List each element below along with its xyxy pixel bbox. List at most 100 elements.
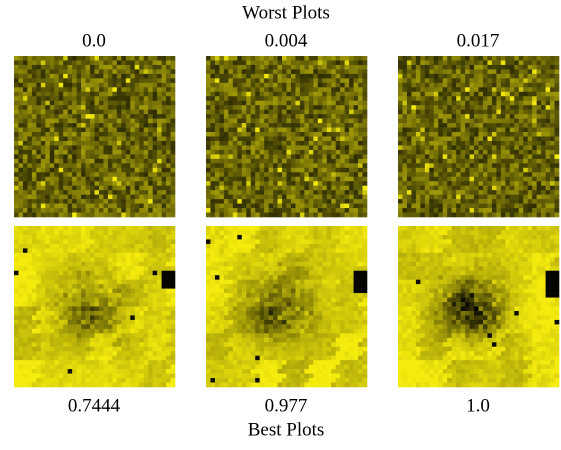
pixel	[58, 56, 64, 61]
pixel	[22, 145, 28, 151]
pixel	[36, 203, 42, 209]
pixel	[63, 109, 68, 115]
pixel	[532, 105, 537, 110]
pixel	[170, 190, 176, 195]
pixel	[277, 212, 283, 218]
pixel	[54, 199, 60, 204]
pixel	[349, 167, 354, 173]
pixel	[362, 194, 368, 200]
pixel	[223, 78, 229, 84]
pixel	[411, 149, 417, 155]
pixel	[474, 82, 479, 88]
pixel	[63, 190, 68, 195]
pixel	[469, 181, 475, 186]
pixel	[54, 261, 60, 267]
pixel	[456, 56, 461, 61]
pixel	[85, 315, 91, 321]
pixel	[268, 136, 274, 142]
pixel	[143, 230, 149, 236]
pixel	[505, 87, 511, 93]
pixel	[353, 154, 359, 160]
pixel	[76, 288, 82, 294]
pixel	[22, 324, 28, 330]
pixel	[304, 100, 310, 106]
pixel	[264, 118, 269, 124]
pixel	[85, 136, 91, 142]
pixel	[411, 105, 417, 110]
pixel	[14, 355, 19, 361]
pixel	[98, 105, 104, 110]
pixel	[331, 199, 336, 204]
pixel	[474, 167, 479, 173]
pixel	[63, 145, 68, 151]
pixel	[541, 91, 546, 97]
pixel	[18, 163, 24, 169]
pixel	[259, 91, 265, 97]
pixel	[18, 346, 24, 352]
pixel	[447, 127, 452, 133]
pixel	[505, 78, 511, 84]
pixel	[36, 266, 42, 272]
pixel	[317, 100, 323, 106]
pixel	[277, 69, 283, 75]
pixel	[429, 127, 435, 133]
pixel	[36, 60, 42, 66]
pixel	[22, 132, 28, 137]
pixel	[76, 279, 82, 285]
pixel	[90, 248, 95, 254]
pixel	[358, 167, 363, 173]
pixel	[40, 355, 46, 361]
pixel	[433, 212, 439, 218]
pixel	[54, 270, 60, 276]
pixel	[545, 172, 551, 178]
pixel	[94, 172, 100, 178]
pixel	[442, 109, 448, 115]
pixel	[482, 87, 488, 93]
pixel	[125, 199, 131, 204]
pixel	[206, 190, 211, 195]
pixel	[241, 136, 247, 142]
pixel	[143, 243, 149, 249]
pixel	[63, 167, 68, 173]
pixel	[148, 149, 153, 155]
pixel	[456, 190, 461, 195]
pixel	[237, 73, 243, 79]
pixel	[255, 60, 260, 66]
pixel	[58, 337, 64, 343]
pixel	[447, 78, 452, 84]
pixel	[246, 100, 252, 106]
pixel	[36, 73, 42, 79]
pixel	[63, 208, 68, 213]
pixel	[166, 315, 171, 321]
pixel	[103, 73, 109, 79]
pixel	[18, 96, 24, 102]
pixel	[170, 145, 176, 151]
pixel	[246, 208, 252, 213]
pixel	[210, 185, 216, 191]
pixel	[125, 315, 131, 321]
pixel	[157, 319, 162, 325]
pixel	[72, 252, 77, 258]
pixel	[465, 109, 470, 115]
pixel	[14, 172, 19, 178]
pixel	[152, 132, 158, 137]
pixel	[116, 78, 122, 84]
pixel	[206, 140, 211, 146]
pixel	[308, 87, 314, 93]
pixel	[54, 132, 60, 137]
pixel	[451, 96, 457, 102]
pixel	[290, 167, 296, 173]
pixel	[63, 82, 68, 88]
pixel	[433, 145, 439, 151]
pixel	[125, 96, 131, 102]
pixel	[545, 149, 551, 155]
pixel	[331, 212, 336, 218]
pixel	[45, 212, 51, 218]
pixel	[398, 105, 403, 110]
pixel	[85, 190, 91, 195]
pixel	[358, 60, 363, 66]
pixel	[554, 69, 560, 75]
pixel	[90, 158, 95, 164]
pixel	[67, 328, 73, 334]
pixel	[94, 275, 100, 280]
